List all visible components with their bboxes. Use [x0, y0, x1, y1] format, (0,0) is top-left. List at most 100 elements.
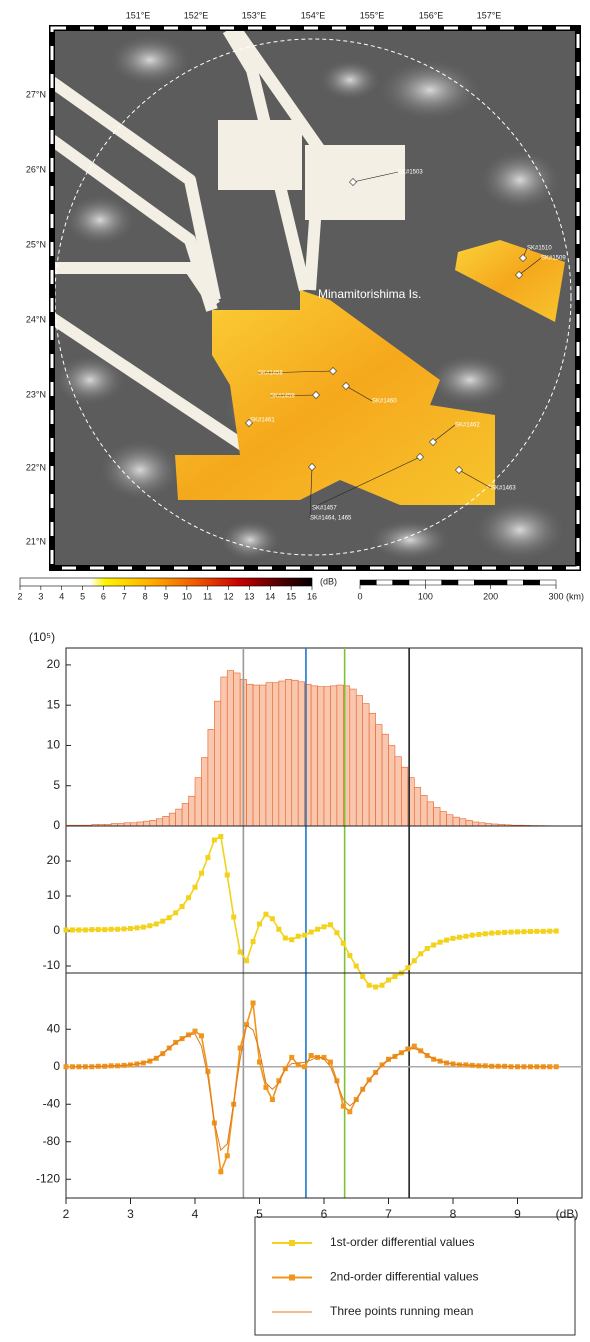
series-marker — [276, 926, 282, 932]
station-marker — [455, 466, 463, 474]
x-axis-label: (dB) — [556, 1207, 579, 1221]
cruise-label: SK#1457 — [312, 506, 337, 512]
series-marker — [237, 949, 243, 955]
histogram-bar — [349, 688, 357, 827]
series-marker — [308, 1053, 314, 1058]
place-label: Minamitorishima Is. — [318, 287, 421, 301]
histogram-bar — [362, 703, 370, 827]
scale-segment — [408, 579, 426, 586]
series-marker — [431, 942, 437, 948]
colorbar-tick-label: 4 — [59, 591, 64, 601]
y-tick-label: 10 — [47, 888, 61, 902]
cruise-label: SK#1462 — [455, 423, 480, 429]
series-marker — [276, 1078, 282, 1084]
colorbar-tick-label: 3 — [38, 591, 43, 601]
scale-tick-label: 300 — [548, 591, 563, 601]
series-marker — [411, 1043, 417, 1049]
scale-unit: (km) — [566, 591, 584, 601]
series-marker — [224, 872, 230, 878]
series-marker — [424, 946, 430, 951]
histogram-bar — [426, 801, 434, 827]
station-marker — [312, 391, 320, 399]
series-marker — [257, 921, 262, 927]
histogram-bar — [188, 795, 196, 827]
histogram-bar — [220, 676, 228, 827]
station-marker — [245, 419, 253, 427]
series-marker — [128, 926, 133, 932]
series-marker — [379, 1062, 385, 1068]
series-marker — [379, 982, 385, 988]
y-tick-label: 15 — [47, 697, 61, 711]
histogram-bar — [420, 795, 428, 827]
series-marker — [502, 929, 508, 935]
latitude-label: 21°N — [26, 536, 46, 546]
series-line — [66, 835, 557, 988]
series-marker — [186, 895, 192, 901]
scale-segment — [359, 579, 377, 586]
series-marker — [295, 1062, 301, 1068]
legend-label: Three points running mean — [330, 1304, 473, 1318]
scale-segment — [392, 579, 410, 586]
series-marker — [108, 926, 114, 932]
x-tick-label: 8 — [450, 1207, 457, 1221]
series-marker — [553, 928, 559, 934]
series-marker — [431, 1056, 437, 1062]
cruise-label: SK#1463 — [491, 486, 516, 492]
map-frame-ticks — [50, 26, 580, 570]
x-tick-label: 3 — [127, 1207, 134, 1221]
leader-line — [309, 466, 313, 519]
eez-circle — [54, 38, 572, 556]
series-marker — [463, 933, 469, 939]
series-marker — [121, 926, 127, 932]
scale-segment — [539, 579, 557, 586]
y-tick-label: -40 — [43, 1096, 61, 1110]
series-marker — [218, 834, 224, 839]
series-marker — [269, 916, 275, 922]
histogram-bar — [156, 818, 164, 827]
series-marker — [553, 1064, 559, 1070]
y-tick-label: 0 — [53, 818, 60, 832]
colorbar-tick-label: 14 — [265, 591, 275, 601]
series-marker — [231, 914, 237, 920]
colorbar-tick-label: 7 — [122, 591, 127, 601]
series-marker — [360, 974, 366, 979]
series-marker — [153, 921, 159, 927]
survey-tracks — [52, 28, 326, 455]
series-marker — [198, 870, 204, 876]
series-marker — [456, 934, 462, 940]
histogram-bar — [388, 745, 396, 827]
colorbar-tick-label: 16 — [307, 591, 317, 601]
series-marker — [192, 884, 198, 890]
cruise-label: SK#1458 — [258, 371, 283, 377]
scale-segment — [457, 579, 475, 586]
series-marker — [173, 1039, 179, 1045]
latitude-label: 22°N — [26, 462, 46, 472]
series-marker — [115, 926, 121, 932]
y-tick-label: -80 — [43, 1134, 61, 1148]
cruise-label: SK#1464, 1465 — [310, 516, 352, 522]
series-marker — [340, 940, 346, 946]
series-marker — [289, 1054, 295, 1060]
cruise-label: SK#1460 — [372, 399, 397, 405]
y-tick-label: 5 — [53, 778, 60, 792]
series-marker — [495, 930, 501, 936]
histogram-bar — [181, 803, 189, 827]
cruise-label: SK#1459 — [270, 394, 295, 400]
histogram-bar — [284, 679, 293, 827]
scale-segment — [490, 579, 508, 586]
legend — [254, 1216, 576, 1336]
series-marker — [315, 926, 321, 932]
series-marker — [353, 963, 359, 969]
leader-line — [345, 385, 373, 402]
series-marker — [263, 911, 269, 917]
histogram-bar — [433, 807, 441, 827]
station-marker — [515, 271, 523, 279]
station-marker — [329, 367, 337, 375]
series-marker — [153, 1055, 159, 1061]
histogram-bar — [472, 821, 480, 827]
leader-line — [352, 171, 399, 183]
histogram-bar — [272, 682, 280, 827]
cruise-label: SK#1461 — [250, 418, 275, 424]
histogram-bar — [175, 808, 183, 827]
